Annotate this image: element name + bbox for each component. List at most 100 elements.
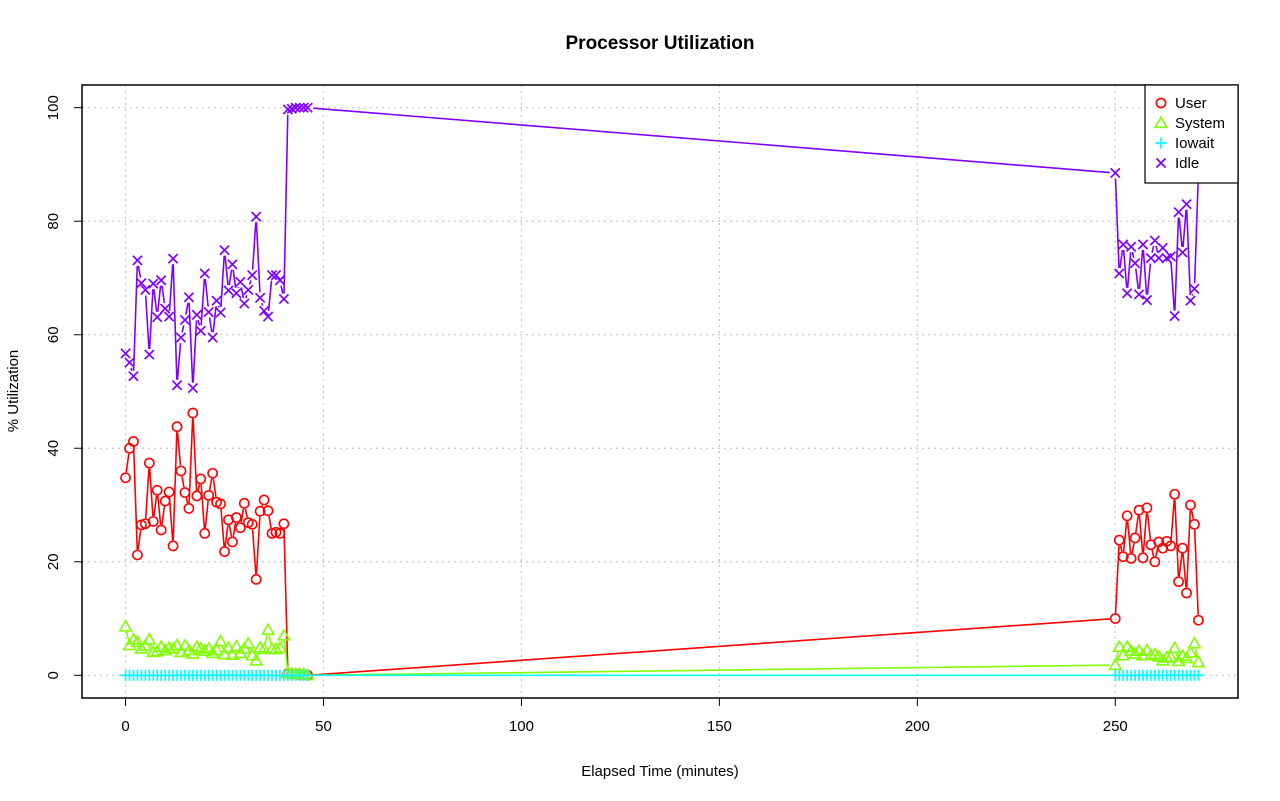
y-tick-label: 0	[45, 671, 62, 679]
system-point	[213, 633, 228, 647]
idle-point	[159, 303, 171, 314]
user-point	[132, 549, 143, 561]
x-tick-label: 250	[1103, 718, 1128, 735]
legend-box	[1144, 84, 1239, 184]
user-point	[147, 516, 159, 527]
user-point	[120, 472, 131, 484]
legend-user-symbol	[1155, 97, 1167, 109]
user-point	[199, 527, 211, 539]
system-point	[158, 642, 173, 656]
idle-point	[1117, 239, 1129, 250]
user-point	[1169, 488, 1181, 500]
idle-point	[266, 269, 278, 281]
system-point	[1108, 657, 1123, 671]
idle-point	[258, 305, 270, 317]
user-point	[207, 467, 219, 479]
y-tick-label: 100	[45, 95, 62, 120]
idle-point	[1114, 268, 1125, 279]
x-tick-label: 50	[315, 718, 332, 735]
idle-point	[132, 255, 143, 266]
user-point	[175, 465, 187, 477]
user-point	[227, 536, 238, 548]
user-point	[274, 527, 286, 539]
system-point	[225, 647, 240, 660]
system-point	[1139, 642, 1155, 656]
idle-point	[1153, 252, 1165, 264]
user-point	[171, 421, 183, 433]
idle-point	[1165, 251, 1176, 262]
system-point	[1167, 640, 1182, 654]
user-point	[278, 518, 290, 530]
idle-point	[175, 332, 187, 343]
system-point	[1143, 648, 1159, 661]
user-point	[163, 486, 175, 498]
user-point	[258, 494, 270, 506]
legend-iowait-label: Iowait	[1175, 135, 1215, 152]
idle-point	[183, 292, 195, 303]
user-point	[1193, 614, 1204, 626]
idle-point	[1177, 247, 1188, 258]
idle-point	[171, 380, 183, 391]
user-point	[1189, 518, 1200, 530]
idle-point	[155, 275, 167, 286]
user-point	[195, 473, 207, 485]
idle-point	[124, 357, 135, 368]
idle-point	[1121, 288, 1133, 299]
y-tick-label: 20	[45, 553, 62, 570]
x-tick-label: 150	[707, 718, 732, 735]
user-point	[203, 489, 215, 501]
system-point	[165, 641, 181, 654]
user-point	[1117, 551, 1129, 563]
idle-point	[128, 370, 139, 382]
user-point	[179, 487, 191, 498]
idle-point	[1133, 289, 1145, 300]
idle-point	[1145, 252, 1157, 264]
system-point	[245, 648, 260, 661]
idle-point	[294, 102, 305, 113]
idle-point	[1157, 242, 1168, 254]
user-point	[250, 573, 262, 585]
idle-point	[120, 348, 131, 359]
system-point	[173, 644, 189, 658]
user-point	[1185, 499, 1196, 511]
idle-point	[1141, 294, 1153, 306]
system-point	[276, 628, 292, 641]
idle-point	[1125, 241, 1137, 252]
series-layer	[118, 102, 1206, 681]
idle-point	[136, 277, 147, 289]
user-point	[1129, 532, 1141, 544]
legend-user-label: User	[1175, 95, 1207, 112]
user-point	[183, 503, 195, 514]
y-tick-label: 60	[45, 326, 62, 343]
idle-point	[167, 253, 179, 264]
idle-point	[1129, 258, 1141, 269]
idle-point	[278, 293, 290, 305]
idle-point	[179, 314, 191, 326]
user-point	[159, 495, 171, 507]
idle-point	[1169, 310, 1180, 322]
idle-point	[1189, 283, 1200, 294]
idle-point	[1110, 167, 1121, 179]
idle-point	[227, 259, 238, 270]
user-point	[191, 490, 203, 502]
iowait-point	[302, 669, 314, 681]
idle-point	[207, 332, 218, 343]
idle-point	[274, 275, 286, 286]
system-series	[118, 619, 1206, 681]
user-point	[238, 497, 250, 509]
system-point	[221, 640, 236, 654]
user-point	[1173, 576, 1185, 588]
user-point	[234, 522, 246, 534]
system-point	[1183, 645, 1198, 658]
x-tick-label: 0	[121, 718, 129, 735]
system-point	[205, 645, 220, 659]
idle-line	[130, 107, 1200, 383]
system-point	[1187, 636, 1202, 649]
user-point	[1109, 613, 1121, 624]
idle-point	[1181, 198, 1192, 210]
user-point	[1181, 587, 1192, 599]
legend-system-label: System	[1175, 115, 1225, 132]
idle-point	[144, 349, 155, 360]
